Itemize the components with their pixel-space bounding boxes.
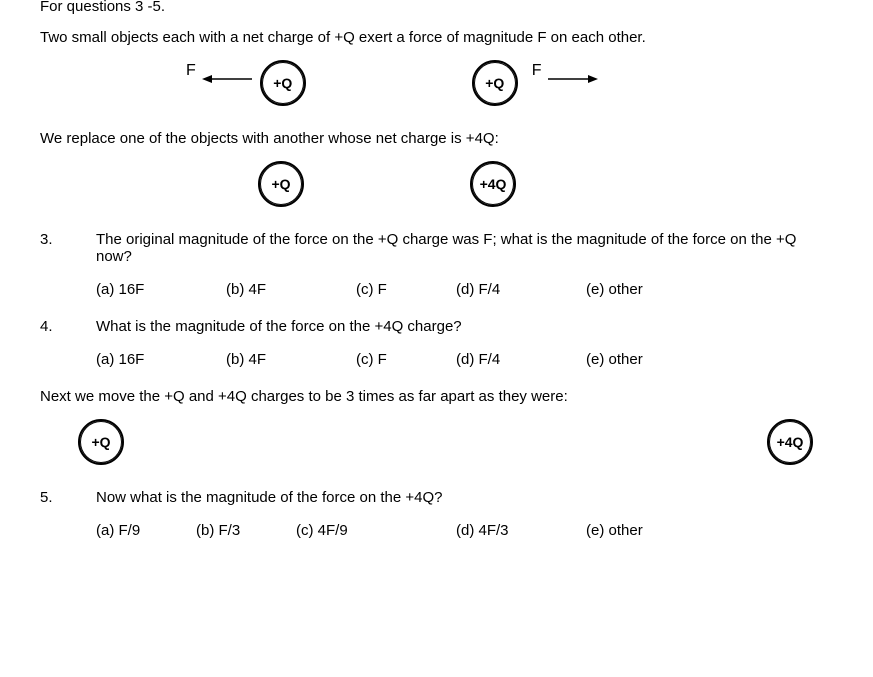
option-b[interactable]: (b) 4F: [226, 281, 356, 298]
option-d[interactable]: (d) F/4: [456, 351, 586, 368]
option-a[interactable]: (a) F/9: [96, 522, 196, 539]
option-d[interactable]: (d) 4F/3: [456, 522, 586, 539]
option-c[interactable]: (c) 4F/9: [296, 522, 456, 539]
question-number: 4.: [40, 318, 96, 335]
charge-q-left: +Q: [260, 60, 306, 106]
force-label-left: F: [186, 62, 196, 80]
q4-options: (a) 16F (b) 4F (c) F (d) F/4 (e) other: [96, 351, 833, 368]
option-c[interactable]: (c) F: [356, 281, 456, 298]
q3-options: (a) 16F (b) 4F (c) F (d) F/4 (e) other: [96, 281, 833, 298]
option-e[interactable]: (e) other: [586, 522, 716, 539]
question-text: What is the magnitude of the force on th…: [96, 318, 833, 335]
option-d[interactable]: (d) F/4: [456, 281, 586, 298]
figure-1: F +Q +Q F: [180, 60, 833, 106]
question-text: The original magnitude of the force on t…: [96, 231, 833, 265]
arrow-right-icon: [548, 73, 598, 93]
header-partial: For questions 3 -5.: [40, 0, 833, 15]
question-5: 5. Now what is the magnitude of the forc…: [40, 489, 833, 506]
option-e[interactable]: (e) other: [586, 281, 716, 298]
option-c[interactable]: (c) F: [356, 351, 456, 368]
question-number: 5.: [40, 489, 96, 506]
question-text: Now what is the magnitude of the force o…: [96, 489, 833, 506]
replace-text: We replace one of the objects with anoth…: [40, 130, 833, 147]
charge-4q: +4Q: [470, 161, 516, 207]
option-b[interactable]: (b) 4F: [226, 351, 356, 368]
option-e[interactable]: (e) other: [586, 351, 716, 368]
force-label-right: F: [532, 62, 542, 80]
option-a[interactable]: (a) 16F: [96, 281, 226, 298]
option-b[interactable]: (b) F/3: [196, 522, 296, 539]
question-number: 3.: [40, 231, 96, 248]
question-4: 4. What is the magnitude of the force on…: [40, 318, 833, 335]
intro-text: Two small objects each with a net charge…: [40, 29, 833, 46]
arrow-left-icon: [202, 73, 252, 93]
figure-2: +Q +4Q: [200, 161, 833, 207]
charge-q-far: +Q: [78, 419, 124, 465]
charge-4q-far: +4Q: [767, 419, 813, 465]
charge-q: +Q: [258, 161, 304, 207]
option-a[interactable]: (a) 16F: [96, 351, 226, 368]
move-text: Next we move the +Q and +4Q charges to b…: [40, 388, 833, 405]
page: For questions 3 -5. Two small objects ea…: [0, 0, 873, 579]
charge-q-right: +Q: [472, 60, 518, 106]
question-3: 3. The original magnitude of the force o…: [40, 231, 833, 265]
figure-3: +Q +4Q: [70, 419, 833, 465]
q5-options: (a) F/9 (b) F/3 (c) 4F/9 (d) 4F/3 (e) ot…: [96, 522, 833, 539]
